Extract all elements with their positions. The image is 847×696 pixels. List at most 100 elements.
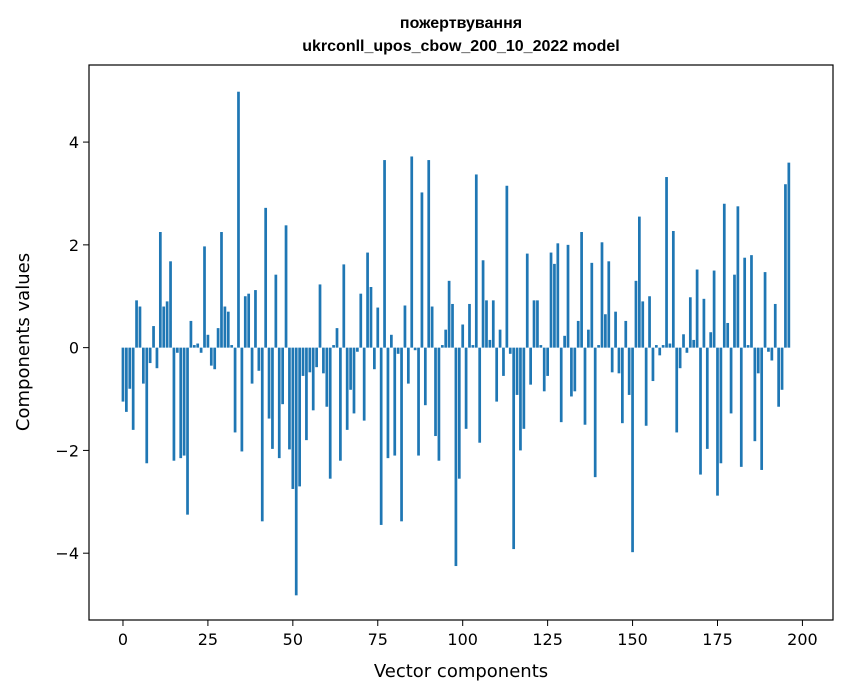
- bar: [162, 306, 166, 348]
- bar: [556, 243, 560, 348]
- bar: [172, 347, 176, 461]
- bar: [525, 253, 529, 348]
- bar: [233, 347, 237, 433]
- bar: [206, 334, 210, 348]
- bar: [627, 347, 631, 395]
- bar: [784, 184, 787, 348]
- bar: [780, 347, 784, 390]
- bar: [583, 347, 587, 425]
- bar: [135, 300, 138, 348]
- plot-frame: [88, 64, 834, 621]
- bar: [485, 300, 488, 348]
- x-axis-ticks: 0 25 50 75 100 125 150 175 200: [118, 620, 818, 649]
- x-tick-label: 125: [532, 630, 563, 649]
- bar: [152, 326, 155, 348]
- bar: [587, 329, 590, 348]
- bar: [590, 262, 594, 348]
- bar: [288, 347, 291, 450]
- bar: [179, 347, 183, 459]
- bar: [607, 261, 611, 348]
- bar: [614, 311, 617, 348]
- bar: [373, 347, 376, 370]
- bar: [390, 334, 393, 348]
- bar: [634, 280, 638, 348]
- bar: [563, 335, 566, 348]
- bar: [746, 345, 750, 348]
- bar: [362, 347, 366, 421]
- bar: [186, 347, 189, 515]
- bar: [121, 347, 125, 402]
- bar: [247, 293, 251, 348]
- y-tick-label: 4: [69, 133, 79, 152]
- bar: [400, 347, 403, 522]
- bar: [699, 347, 702, 475]
- bar: [631, 347, 634, 553]
- bar: [406, 347, 410, 384]
- bar: [128, 347, 132, 389]
- bar: [403, 305, 407, 348]
- bar: [539, 345, 543, 348]
- y-axis-label: Components values: [13, 253, 34, 431]
- x-tick-label: 150: [617, 630, 648, 649]
- bar: [498, 329, 502, 348]
- bar: [230, 345, 234, 348]
- x-tick-label: 0: [118, 630, 128, 649]
- bar: [226, 311, 230, 348]
- bar: [457, 347, 461, 479]
- bar: [678, 347, 682, 369]
- bar: [739, 347, 743, 467]
- x-tick-label: 175: [702, 630, 733, 649]
- bar: [638, 216, 641, 348]
- bar: [658, 347, 662, 356]
- bar: [213, 347, 217, 370]
- y-tick-label: −2: [55, 441, 79, 460]
- bar: [437, 347, 441, 461]
- bar: [308, 347, 312, 373]
- bar: [753, 347, 757, 442]
- bars-group: [121, 91, 791, 596]
- x-tick-label: 25: [198, 630, 218, 649]
- bar: [254, 290, 257, 348]
- bar: [716, 347, 719, 496]
- bar: [763, 272, 767, 348]
- bar: [250, 347, 254, 384]
- bar: [216, 328, 220, 348]
- bar: [705, 347, 709, 449]
- bar: [702, 298, 706, 348]
- bar: [345, 347, 349, 430]
- bar: [505, 185, 509, 348]
- bar: [138, 306, 142, 348]
- bar: [175, 347, 179, 353]
- bar: [169, 261, 172, 348]
- bar: [325, 347, 329, 407]
- bar: [417, 347, 420, 456]
- bar: [277, 347, 281, 459]
- bar: [291, 347, 295, 489]
- bar: [736, 206, 740, 348]
- bar: [369, 287, 373, 348]
- bar: [199, 347, 203, 353]
- bar: [644, 347, 648, 426]
- bar: [491, 300, 495, 348]
- bar: [158, 232, 162, 348]
- bar: [682, 334, 685, 348]
- bar: [481, 260, 485, 348]
- bar: [549, 252, 553, 348]
- bar: [125, 347, 128, 412]
- bar: [165, 301, 169, 348]
- bar: [512, 347, 516, 550]
- bar: [257, 347, 261, 371]
- bar: [743, 257, 747, 348]
- x-tick-label: 200: [787, 630, 818, 649]
- bar: [495, 347, 499, 402]
- bar: [546, 347, 549, 376]
- bar: [471, 345, 475, 348]
- bar: [454, 347, 458, 567]
- bar: [322, 347, 325, 374]
- bar: [651, 347, 655, 382]
- bar: [688, 297, 692, 348]
- bar: [729, 347, 733, 414]
- bar: [532, 300, 536, 348]
- bar: [332, 345, 335, 348]
- bar: [760, 347, 764, 470]
